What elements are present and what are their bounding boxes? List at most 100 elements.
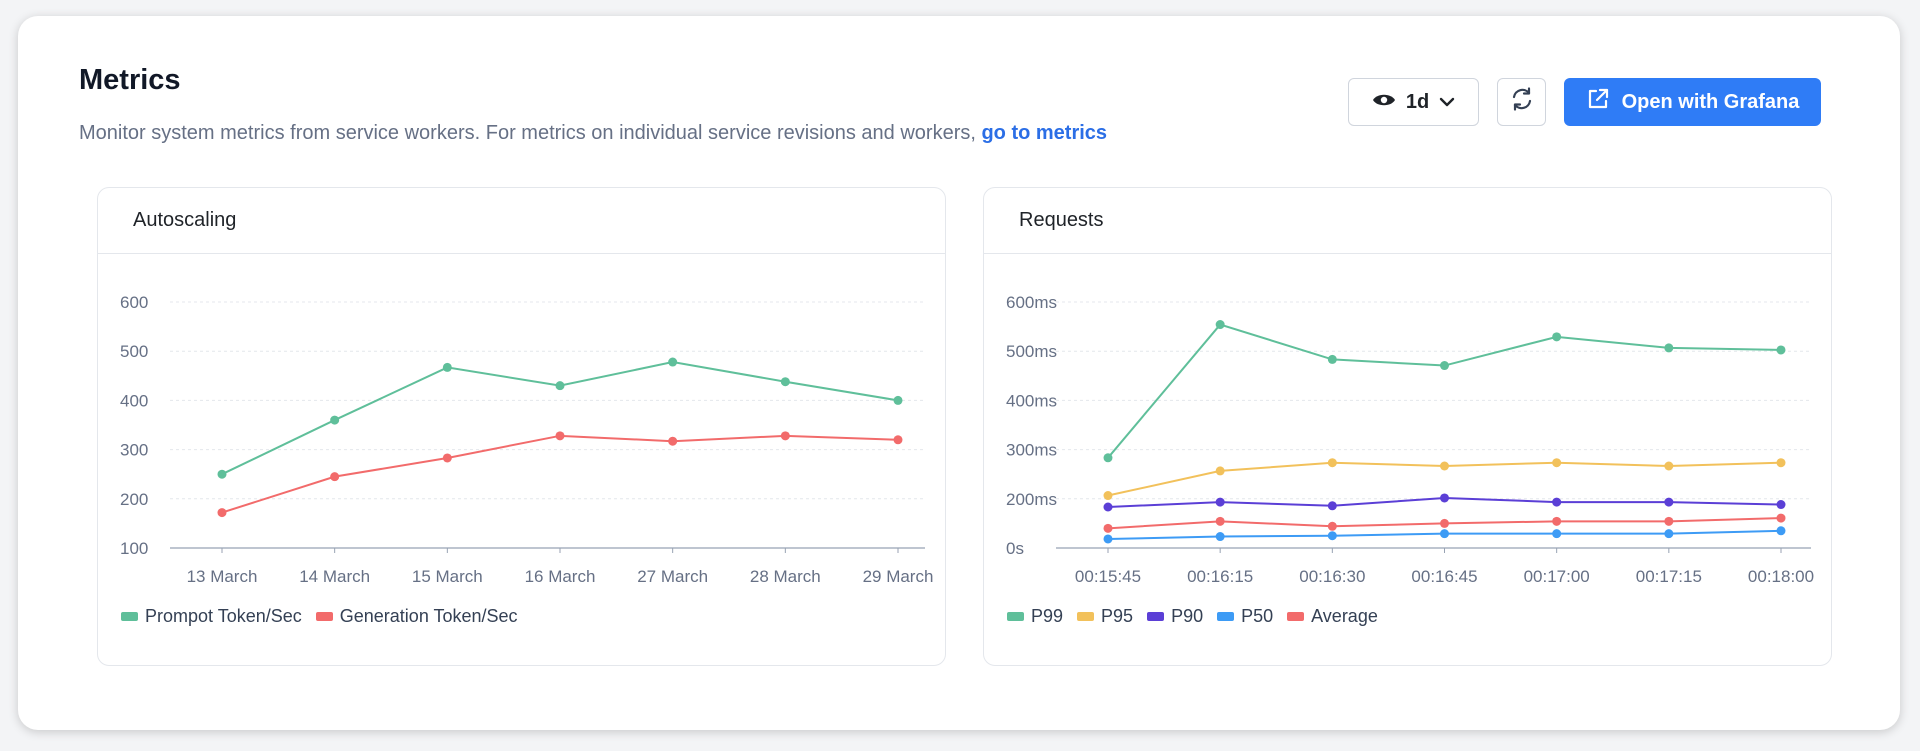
data-point-p90: [1103, 502, 1113, 512]
x-tick-label: 00:16:30: [1299, 567, 1365, 586]
y-tick-label: 500: [120, 342, 148, 361]
data-point-average: [1440, 518, 1449, 528]
data-point-generation-token-sec: [668, 436, 678, 446]
autoscaling-chart: 100 200 300 400 500 600 13 March 14 March 15 Mar…: [120, 293, 934, 586]
x-tick-label: 28 March: [750, 567, 821, 586]
legend-swatch: [121, 612, 138, 621]
data-point-prompot-token-sec: [780, 377, 790, 387]
data-point-prompot-token-sec: [668, 357, 678, 367]
legend-swatch: [1007, 612, 1024, 621]
data-point-p90: [1440, 493, 1449, 503]
series-line-p99: [1107, 323, 1782, 459]
legend-swatch: [1287, 612, 1305, 621]
data-point-p95: [1327, 458, 1337, 468]
y-tick-label: 0s: [1006, 539, 1024, 558]
series-line-prompot-token-sec: [221, 361, 899, 476]
legend-item-average[interactable]: Average: [1287, 606, 1378, 627]
data-point-p90: [1664, 497, 1674, 507]
time-range-label: 1d: [1405, 90, 1430, 113]
legend-label: Average: [1311, 606, 1378, 626]
autoscaling-panel-title: Autoscaling: [98, 188, 945, 254]
data-point-p95: [1440, 461, 1449, 471]
legend-swatch: [1147, 612, 1165, 621]
data-point-average: [1327, 521, 1337, 531]
data-point-p50: [1103, 534, 1113, 544]
data-point-p95: [1664, 461, 1674, 471]
data-point-generation-token-sec: [893, 435, 903, 445]
data-point-average: [1664, 516, 1674, 526]
y-tick-label: 400ms: [1006, 391, 1057, 410]
requests-chart: 0s 200ms 300ms 400ms 500ms 600ms 00:15:45 00:16…: [1006, 293, 1814, 586]
chevron-down-icon: [1439, 91, 1455, 114]
legend-item-p99[interactable]: P99: [1007, 606, 1063, 627]
refresh-icon: [1509, 86, 1535, 118]
data-point-generation-token-sec: [442, 453, 452, 463]
x-tick-label: 15 March: [412, 567, 483, 586]
legend-item-p90[interactable]: P90: [1147, 606, 1203, 627]
y-tick-label: 200ms: [1006, 490, 1057, 509]
data-point-average: [1552, 516, 1562, 526]
go-to-metrics-link[interactable]: go to metrics: [981, 122, 1108, 144]
data-point-average: [1776, 513, 1786, 523]
requests-panel-title: Requests: [984, 188, 1831, 254]
data-point-p90: [1327, 501, 1337, 511]
data-point-p50: [1215, 532, 1225, 542]
data-point-average: [1103, 523, 1113, 533]
data-point-prompot-token-sec: [555, 381, 565, 391]
data-point-prompot-token-sec: [217, 469, 227, 479]
autoscaling-panel: Autoscaling 100 200 300 400 500 600 13 March 14…: [97, 187, 946, 666]
data-point-p90: [1215, 497, 1225, 507]
data-point-p90: [1552, 497, 1562, 507]
data-point-p99: [1440, 361, 1449, 371]
requests-panel: Requests 0s 200ms 300ms 400ms 500ms 600ms 00:1…: [983, 187, 1832, 666]
data-point-p50: [1776, 526, 1786, 536]
data-point-p50: [1327, 531, 1337, 541]
autoscaling-legend: Prompot Token/Sec Generation Token/Sec: [121, 606, 518, 627]
data-point-p99: [1327, 354, 1337, 364]
legend-swatch: [1217, 612, 1235, 621]
y-tick-label: 100: [120, 539, 148, 558]
external-link-icon: [1586, 87, 1610, 117]
legend-item-p95[interactable]: P95: [1077, 606, 1133, 627]
legend-label: P90: [1171, 606, 1204, 626]
data-point-generation-token-sec: [330, 472, 340, 482]
data-point-p50: [1664, 529, 1674, 539]
legend-label: P50: [1241, 606, 1274, 626]
legend-item-generation-token-sec[interactable]: Generation Token/Sec: [315, 606, 518, 627]
x-tick-label: 00:16:15: [1187, 567, 1253, 586]
data-point-p99: [1103, 453, 1113, 463]
data-point-p99: [1552, 332, 1562, 342]
x-tick-label: 29 March: [863, 567, 934, 586]
data-point-p99: [1215, 320, 1225, 330]
data-point-prompot-token-sec: [442, 362, 452, 372]
legend-swatch: [315, 612, 333, 621]
data-point-average: [1215, 516, 1225, 526]
x-tick-label: 00:17:00: [1524, 567, 1590, 586]
data-point-p99: [1664, 343, 1674, 353]
eye-icon: [1372, 91, 1396, 114]
legend-label: Generation Token/Sec: [339, 606, 518, 626]
x-tick-label: 16 March: [525, 567, 596, 586]
data-point-p95: [1776, 458, 1786, 468]
x-tick-label: 00:15:45: [1075, 567, 1141, 586]
data-point-p99: [1776, 345, 1786, 355]
y-tick-label: 300: [120, 441, 148, 460]
data-point-p95: [1552, 458, 1562, 468]
data-point-prompot-token-sec: [330, 415, 340, 425]
legend-swatch: [1077, 612, 1095, 621]
subtitle-text: Monitor system metrics from service work…: [79, 122, 976, 144]
page-title: Metrics: [79, 64, 181, 96]
grafana-label: Open with Grafana: [1621, 90, 1800, 113]
refresh-button[interactable]: [1497, 78, 1546, 126]
legend-label: P99: [1031, 606, 1064, 626]
open-with-grafana-button[interactable]: Open with Grafana: [1564, 78, 1821, 126]
legend-item-p50[interactable]: P50: [1217, 606, 1273, 627]
data-point-p95: [1103, 491, 1113, 501]
legend-item-prompot-token-sec[interactable]: Prompot Token/Sec: [121, 606, 302, 627]
data-point-generation-token-sec: [217, 508, 227, 518]
y-tick-label: 400: [120, 391, 148, 410]
requests-legend: P99 P95 P90 P50 Average: [1007, 606, 1378, 627]
data-point-p90: [1776, 500, 1786, 510]
time-range-dropdown[interactable]: 1d: [1348, 78, 1479, 126]
legend-label: Prompot Token/Sec: [145, 606, 302, 626]
